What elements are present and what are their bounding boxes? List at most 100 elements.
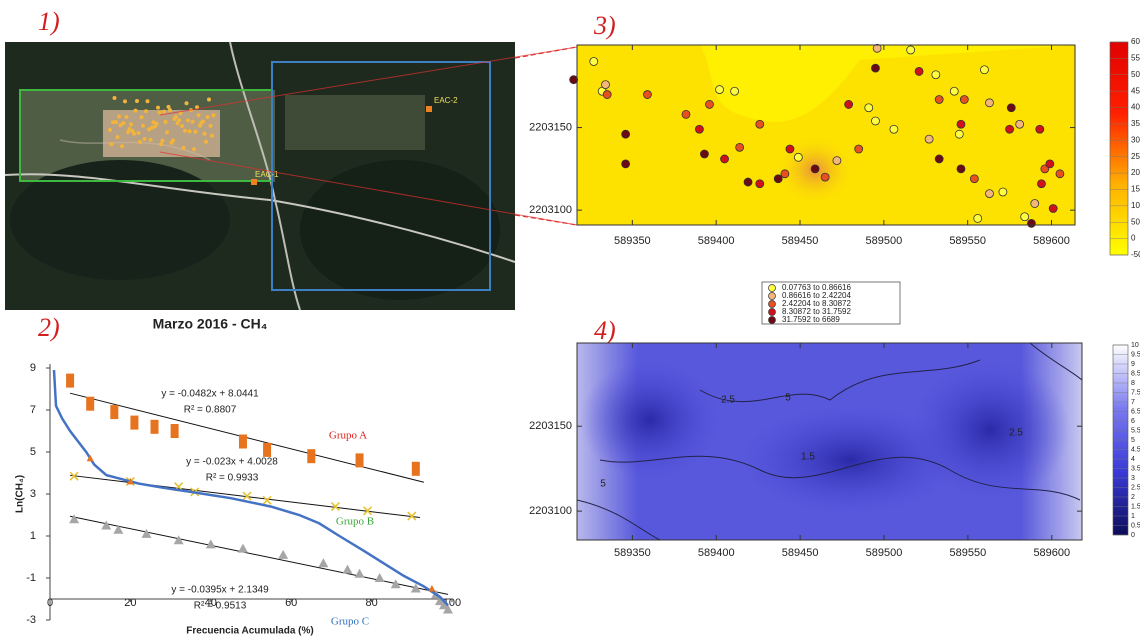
colorbar-label: 6	[1131, 418, 1135, 425]
group-label: Grupo A	[329, 430, 367, 442]
sample-point	[781, 170, 789, 178]
point	[130, 416, 138, 430]
sample-dot	[165, 130, 169, 134]
sample-point	[1056, 170, 1064, 178]
x-tick-label: 589550	[950, 547, 987, 559]
sample-point	[682, 110, 690, 118]
sample-dot	[162, 110, 166, 114]
point	[239, 435, 247, 449]
sample-dot	[185, 101, 189, 105]
colorbar-label: 8.5	[1131, 370, 1140, 377]
sample-point	[736, 143, 744, 151]
y-tick-label: 2203100	[529, 505, 572, 517]
sample-dot	[137, 131, 141, 135]
colorbar-label: 0	[1131, 532, 1135, 539]
trend-r2: R² = 0.9513	[194, 601, 247, 612]
point	[86, 397, 94, 411]
panel-label: 4)	[594, 316, 616, 345]
sample-dot	[146, 99, 150, 103]
sample-dot	[144, 109, 148, 113]
colorbar-label: 4	[1131, 456, 1135, 463]
colorbar-label: 4000	[1131, 103, 1140, 112]
colorbar-label: 5	[1131, 437, 1135, 444]
sample-point	[833, 157, 841, 165]
colorbar-label: 1.5	[1131, 503, 1140, 510]
y-tick-label: 2203100	[529, 204, 572, 216]
sample-dot	[132, 132, 136, 136]
y-tick-label: 5	[30, 446, 36, 458]
y-tick-label: 9	[30, 362, 36, 374]
legend-swatch	[769, 309, 776, 316]
colorbar-label: 0	[1131, 234, 1136, 243]
sample-dot	[171, 139, 175, 143]
point	[113, 525, 123, 534]
point	[355, 569, 365, 578]
sample-dot	[117, 115, 121, 119]
colorbar-label: 3.5	[1131, 465, 1140, 472]
sample-dot	[188, 129, 192, 133]
contour-label: 5	[600, 479, 606, 490]
sample-point	[957, 120, 965, 128]
colorbar-label: 10	[1131, 342, 1139, 349]
point	[356, 453, 364, 467]
sample-dot	[168, 108, 172, 112]
x-tick-label: 80	[365, 597, 377, 609]
sample-point	[622, 130, 630, 138]
trend-line	[70, 393, 424, 482]
trend-equation: y = -0.0482x + 8.0441	[161, 389, 259, 400]
y-tick-label: -1	[26, 572, 36, 584]
point	[171, 424, 179, 438]
sample-point	[1006, 125, 1014, 133]
sample-point	[970, 175, 978, 183]
sample-dot	[194, 130, 198, 134]
x-tick-label: 589600	[1033, 547, 1070, 559]
sample-dot	[138, 140, 142, 144]
y-tick-label: 7	[30, 404, 36, 416]
station-marker	[251, 179, 257, 185]
sample-dot	[116, 135, 120, 139]
chart-title: Marzo 2016 - CH₄	[153, 316, 268, 332]
colorbar-label: 6000	[1131, 37, 1140, 46]
sample-point	[695, 125, 703, 133]
y-tick-label: 1	[30, 530, 36, 542]
sample-dot	[143, 137, 147, 141]
sample-dot	[156, 106, 160, 110]
sample-dot	[114, 120, 118, 124]
sample-dot	[120, 144, 124, 148]
x-tick-label: 589450	[782, 235, 819, 247]
photo-forest	[10, 160, 230, 280]
x-tick-label: 589600	[1033, 235, 1070, 247]
sample-point	[821, 173, 829, 181]
sample-point	[999, 188, 1007, 196]
panel-label: 1)	[38, 7, 60, 36]
colorbar-label: 7.5	[1131, 389, 1140, 396]
colorbar-label: 7	[1131, 399, 1135, 406]
x-tick-label: 589400	[698, 547, 735, 559]
y-axis-title: Ln(CH₄)	[15, 475, 26, 513]
colorbar-label: 2	[1131, 494, 1135, 501]
sample-point	[590, 58, 598, 66]
sample-point	[731, 87, 739, 95]
sample-dot	[197, 113, 201, 117]
colorbar-label: 2000	[1131, 168, 1140, 177]
x-tick-label: 589400	[698, 235, 735, 247]
sample-dot	[207, 98, 211, 102]
sample-dot	[212, 113, 216, 117]
photo-forest	[300, 160, 500, 300]
sample-point	[602, 81, 610, 89]
sample-dot	[174, 115, 178, 119]
colorbar-label: 4500	[1131, 86, 1140, 95]
y-tick-label: 2203150	[529, 121, 572, 133]
group-label: Grupo B	[336, 516, 374, 528]
colorbar-label: 0.5	[1131, 522, 1140, 529]
sample-point	[985, 99, 993, 107]
legend-swatch	[769, 293, 776, 300]
sample-point	[855, 145, 863, 153]
contour-label: 2.5	[1009, 428, 1023, 439]
sample-point	[907, 46, 915, 54]
point	[375, 573, 385, 582]
sample-point	[985, 190, 993, 198]
map-zone	[910, 360, 1070, 500]
colorbar-label: -500	[1131, 250, 1140, 259]
